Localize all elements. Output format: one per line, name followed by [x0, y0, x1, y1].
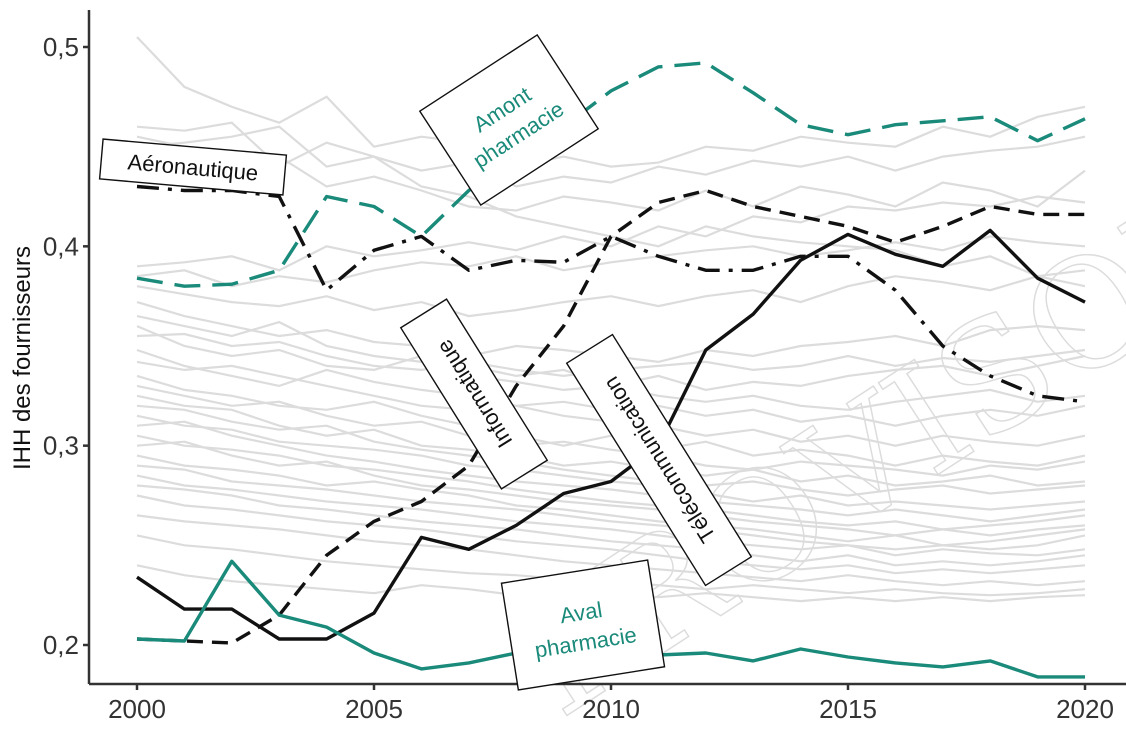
annotation-informatique: Informatique	[399, 298, 549, 490]
x-tick-label: 2020	[1056, 694, 1114, 724]
background-series-line	[136, 404, 1086, 497]
background-series-line	[136, 235, 1086, 288]
annotation-box	[500, 559, 666, 691]
background-series-line	[136, 464, 1086, 551]
y-tick-label: 0,3	[43, 431, 79, 461]
series-line-t-l-communication	[136, 228, 1086, 641]
annotation-box	[399, 298, 549, 490]
annotation-aeronautique: Aéronautique	[98, 138, 288, 196]
x-tick-label: 2010	[582, 694, 640, 724]
background-series-line	[136, 494, 1086, 575]
background-series-line	[136, 420, 1086, 523]
series-line-a-ronautique	[136, 184, 1086, 404]
background-series-line	[136, 474, 1086, 557]
background-series-line	[136, 121, 1086, 188]
background-series-line	[136, 440, 1086, 537]
y-axis-label: IHH des fournisseurs	[9, 246, 36, 470]
background-series-line	[136, 454, 1086, 547]
background-series-line	[136, 269, 1086, 318]
background-series-line	[136, 484, 1086, 567]
y-tick-label: 0,4	[43, 231, 79, 261]
annotation-box	[418, 33, 600, 207]
background-series-line	[136, 36, 1086, 168]
y-tick-label: 0,2	[43, 630, 79, 660]
x-tick-label: 2015	[819, 694, 877, 724]
background-series-line	[136, 434, 1086, 531]
annotation-box	[565, 333, 753, 587]
background-series-line	[136, 135, 1086, 212]
x-tick-label: 2005	[345, 694, 403, 724]
y-tick-label: 0,5	[43, 32, 79, 62]
axes: 0,2 0,3 0,4 0,5 2000 2005 2010 2015 2020	[43, 10, 1126, 724]
annotation-box	[98, 138, 288, 196]
background-series-line	[136, 384, 1086, 477]
highlighted-lines	[136, 61, 1086, 679]
series-line-informatique	[136, 188, 1085, 645]
series-line-amont-pharmacie	[136, 61, 1086, 288]
x-tick-label: 2000	[108, 694, 166, 724]
background-series-line	[136, 195, 1086, 272]
